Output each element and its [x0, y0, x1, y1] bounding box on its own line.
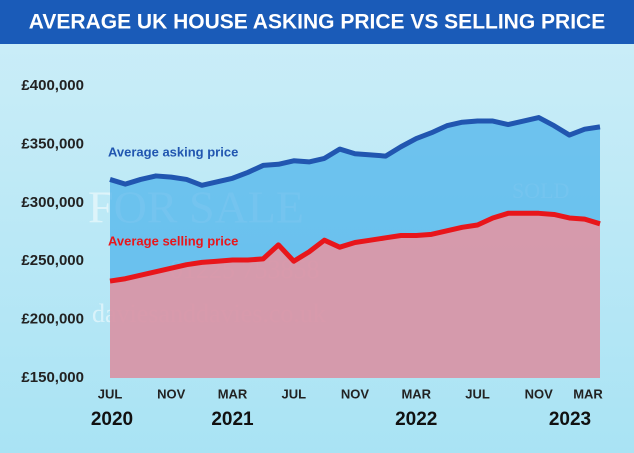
x-tick-label: MAR: [401, 386, 431, 401]
y-tick-label: £150,000: [21, 369, 84, 386]
series-label: Average selling price: [108, 233, 238, 248]
line: [109, 115, 601, 188]
x-tick-label: JUL: [98, 386, 123, 401]
year-label: 2023: [549, 409, 591, 430]
x-tick-label: NOV: [341, 386, 370, 401]
y-tick-label: £250,000: [21, 252, 84, 269]
x-tick-label: MAR: [573, 386, 603, 401]
line: [109, 210, 601, 284]
y-tick-label: £400,000: [21, 77, 84, 94]
year-label: 2021: [211, 409, 254, 430]
series-label: Average asking price: [108, 144, 238, 159]
y-tick-label: £300,000: [21, 194, 84, 211]
x-tick-label: NOV: [525, 386, 554, 401]
x-tick-label: MAR: [218, 386, 248, 401]
y-tick-label: £350,000: [21, 135, 84, 152]
y-tick-label: £200,000: [21, 311, 84, 328]
year-label: 2022: [395, 409, 437, 430]
area: [110, 213, 600, 378]
x-tick-label: JUL: [465, 386, 490, 401]
x-tick-label: JUL: [281, 386, 306, 401]
title-banner: [0, 0, 634, 44]
x-tick-label: NOV: [157, 386, 186, 401]
chart-title: AVERAGE UK HOUSE ASKING PRICE VS SELLING…: [29, 11, 605, 34]
year-label: 2020: [91, 409, 133, 430]
